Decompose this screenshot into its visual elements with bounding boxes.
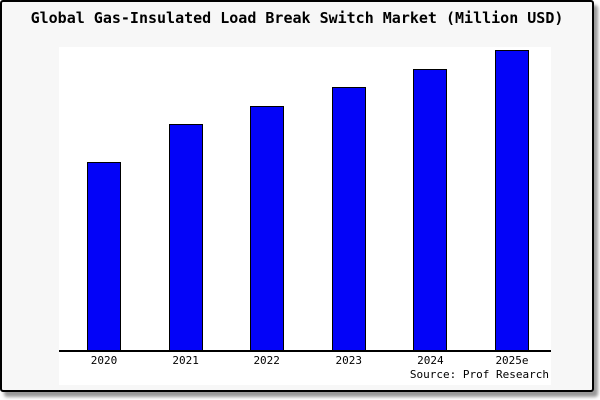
x-tick-label-2024: 2024 [417,354,444,367]
chart-canvas: Global Gas-Insulated Load Break Switch M… [0,0,594,392]
x-tick-label-2021: 2021 [172,354,199,367]
x-axis-line [59,350,551,352]
x-tick-label-2020: 2020 [90,354,118,367]
x-tick-label-2025e: 2025e [495,354,529,367]
bar-2025e [495,50,529,350]
bar-2024 [413,69,448,350]
x-tick-label-2023: 2023 [335,354,363,367]
bar-2023 [331,87,366,350]
x-tick-label-2022: 2022 [253,354,280,367]
chart-title: Global Gas-Insulated Load Break Switch M… [30,9,564,27]
source-credit: Source: Prof Research [409,368,549,381]
plot-area: 2020 2021 2022 2023 2024 2025e Source: Prof R… [59,47,551,385]
bar-2021 [168,124,203,350]
bar-2022 [249,106,284,350]
bar-2020 [87,162,121,350]
